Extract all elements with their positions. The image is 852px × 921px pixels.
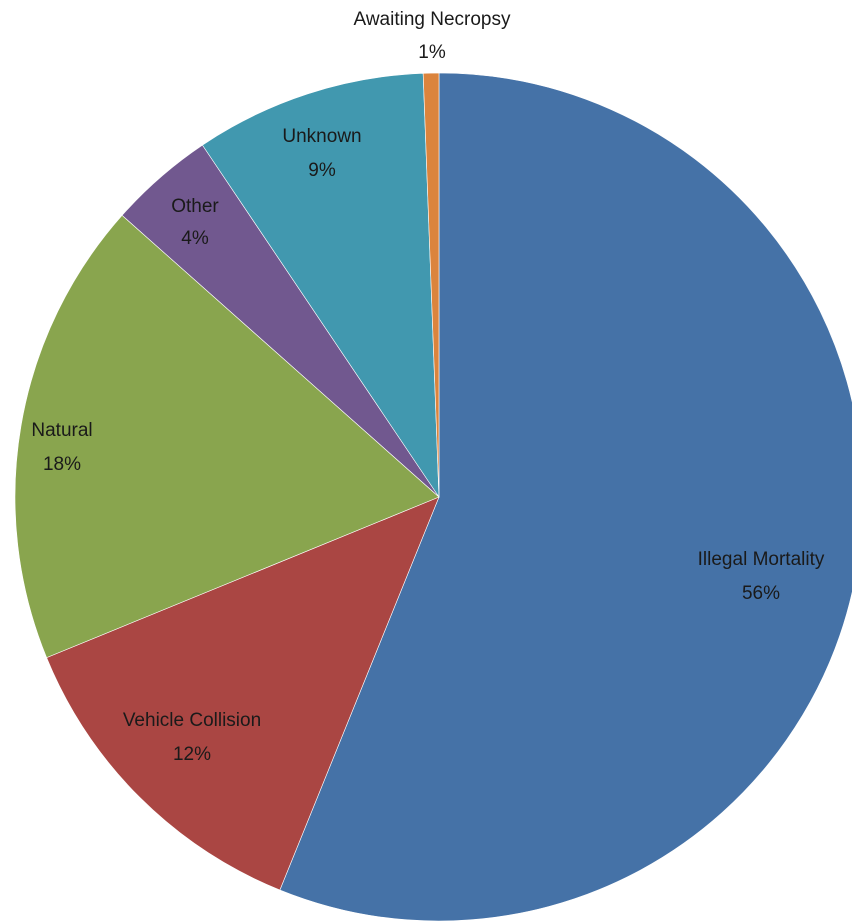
slice-name-natural: Natural (31, 420, 92, 441)
slice-awaiting-necropsy (422, 72, 440, 498)
slice-percent-natural: 18% (43, 454, 81, 475)
slice-percent-awaiting-necropsy: 1% (418, 42, 446, 63)
slice-name-vehicle-collision: Vehicle Collision (123, 710, 261, 731)
slice-illegal-mortality (279, 72, 852, 921)
slice-natural (14, 214, 440, 659)
slice-percent-other: 4% (181, 228, 209, 249)
slice-name-awaiting-necropsy: Awaiting Necropsy (353, 9, 511, 30)
slice-name-illegal-mortality: Illegal Mortality (698, 549, 825, 570)
pie-slices (14, 72, 852, 921)
slice-vehicle-collision (46, 496, 440, 891)
slice-unknown (202, 72, 440, 499)
slice-percent-illegal-mortality: 56% (742, 583, 780, 604)
slice-percent-vehicle-collision: 12% (173, 744, 211, 765)
pie-labels: Illegal Mortality 56% Vehicle Collision 12%… (31, 9, 824, 765)
slice-name-other: Other (171, 196, 219, 217)
slice-percent-unknown: 9% (308, 160, 336, 181)
slice-name-unknown: Unknown (282, 126, 361, 147)
